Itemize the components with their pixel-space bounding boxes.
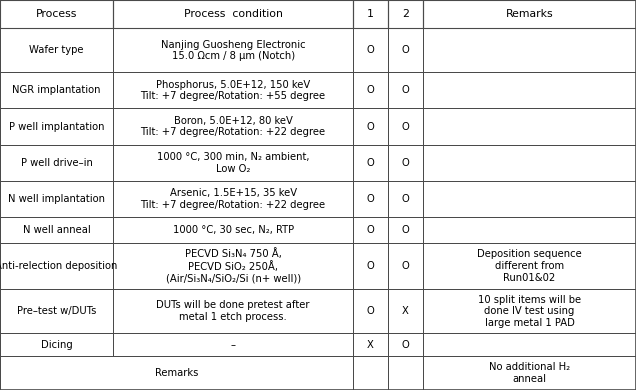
Text: 1000 °C, 30 sec, N₂, RTP: 1000 °C, 30 sec, N₂, RTP	[172, 225, 294, 235]
Text: O: O	[366, 85, 375, 96]
Text: Anti-relection deposition: Anti-relection deposition	[0, 261, 118, 271]
Text: Deposition sequence
different from
Run01&02: Deposition sequence different from Run01…	[477, 250, 582, 283]
Text: O: O	[401, 194, 410, 204]
Text: Wafer type: Wafer type	[29, 45, 84, 55]
Text: Process  condition: Process condition	[184, 9, 282, 19]
Text: O: O	[366, 158, 375, 168]
Text: N well anneal: N well anneal	[23, 225, 90, 235]
Text: O: O	[401, 225, 410, 235]
Text: P well implantation: P well implantation	[9, 122, 104, 131]
Text: O: O	[401, 340, 410, 350]
Text: Pre–test w/DUTs: Pre–test w/DUTs	[17, 306, 96, 316]
Text: O: O	[366, 306, 375, 316]
Text: Dicing: Dicing	[41, 340, 73, 350]
Text: O: O	[366, 194, 375, 204]
Text: X: X	[367, 340, 374, 350]
Text: X: X	[402, 306, 409, 316]
Text: No additional H₂
anneal: No additional H₂ anneal	[489, 362, 570, 384]
Text: Process: Process	[36, 9, 78, 19]
Text: Phosphorus, 5.0E+12, 150 keV
Tilt: +7 degree/Rotation: +55 degree: Phosphorus, 5.0E+12, 150 keV Tilt: +7 de…	[141, 80, 326, 101]
Text: O: O	[366, 45, 375, 55]
Text: DUTs will be done pretest after
metal 1 etch process.: DUTs will be done pretest after metal 1 …	[156, 300, 310, 322]
Text: O: O	[401, 261, 410, 271]
Text: O: O	[366, 261, 375, 271]
Text: 1: 1	[367, 9, 374, 19]
Text: P well drive–in: P well drive–in	[20, 158, 93, 168]
Text: 1000 °C, 300 min, N₂ ambient,
Low O₂: 1000 °C, 300 min, N₂ ambient, Low O₂	[157, 152, 309, 174]
Text: O: O	[366, 225, 375, 235]
Text: O: O	[401, 122, 410, 131]
Text: O: O	[401, 85, 410, 96]
Text: O: O	[401, 158, 410, 168]
Text: N well implantation: N well implantation	[8, 194, 105, 204]
Text: –: –	[231, 340, 235, 350]
Text: PECVD Si₃N₄ 750 Å,
PECVD SiO₂ 250Å,
(Air/Si₃N₄/SiO₂/Si (n+ well)): PECVD Si₃N₄ 750 Å, PECVD SiO₂ 250Å, (Air…	[165, 248, 301, 284]
Text: O: O	[401, 45, 410, 55]
Text: Boron, 5.0E+12, 80 keV
Tilt: +7 degree/Rotation: +22 degree: Boron, 5.0E+12, 80 keV Tilt: +7 degree/R…	[141, 116, 326, 137]
Text: 10 split items will be
done IV test using
large metal 1 PAD: 10 split items will be done IV test usin…	[478, 294, 581, 328]
Text: Nanjing Guosheng Electronic
15.0 Ωcm / 8 μm (Notch): Nanjing Guosheng Electronic 15.0 Ωcm / 8…	[161, 39, 305, 61]
Text: NGR implantation: NGR implantation	[12, 85, 101, 96]
Text: 2: 2	[402, 9, 409, 19]
Text: O: O	[366, 122, 375, 131]
Text: Arsenic, 1.5E+15, 35 keV
Tilt: +7 degree/Rotation: +22 degree: Arsenic, 1.5E+15, 35 keV Tilt: +7 degree…	[141, 188, 326, 210]
Text: Remarks: Remarks	[155, 368, 198, 378]
Text: Remarks: Remarks	[506, 9, 553, 19]
